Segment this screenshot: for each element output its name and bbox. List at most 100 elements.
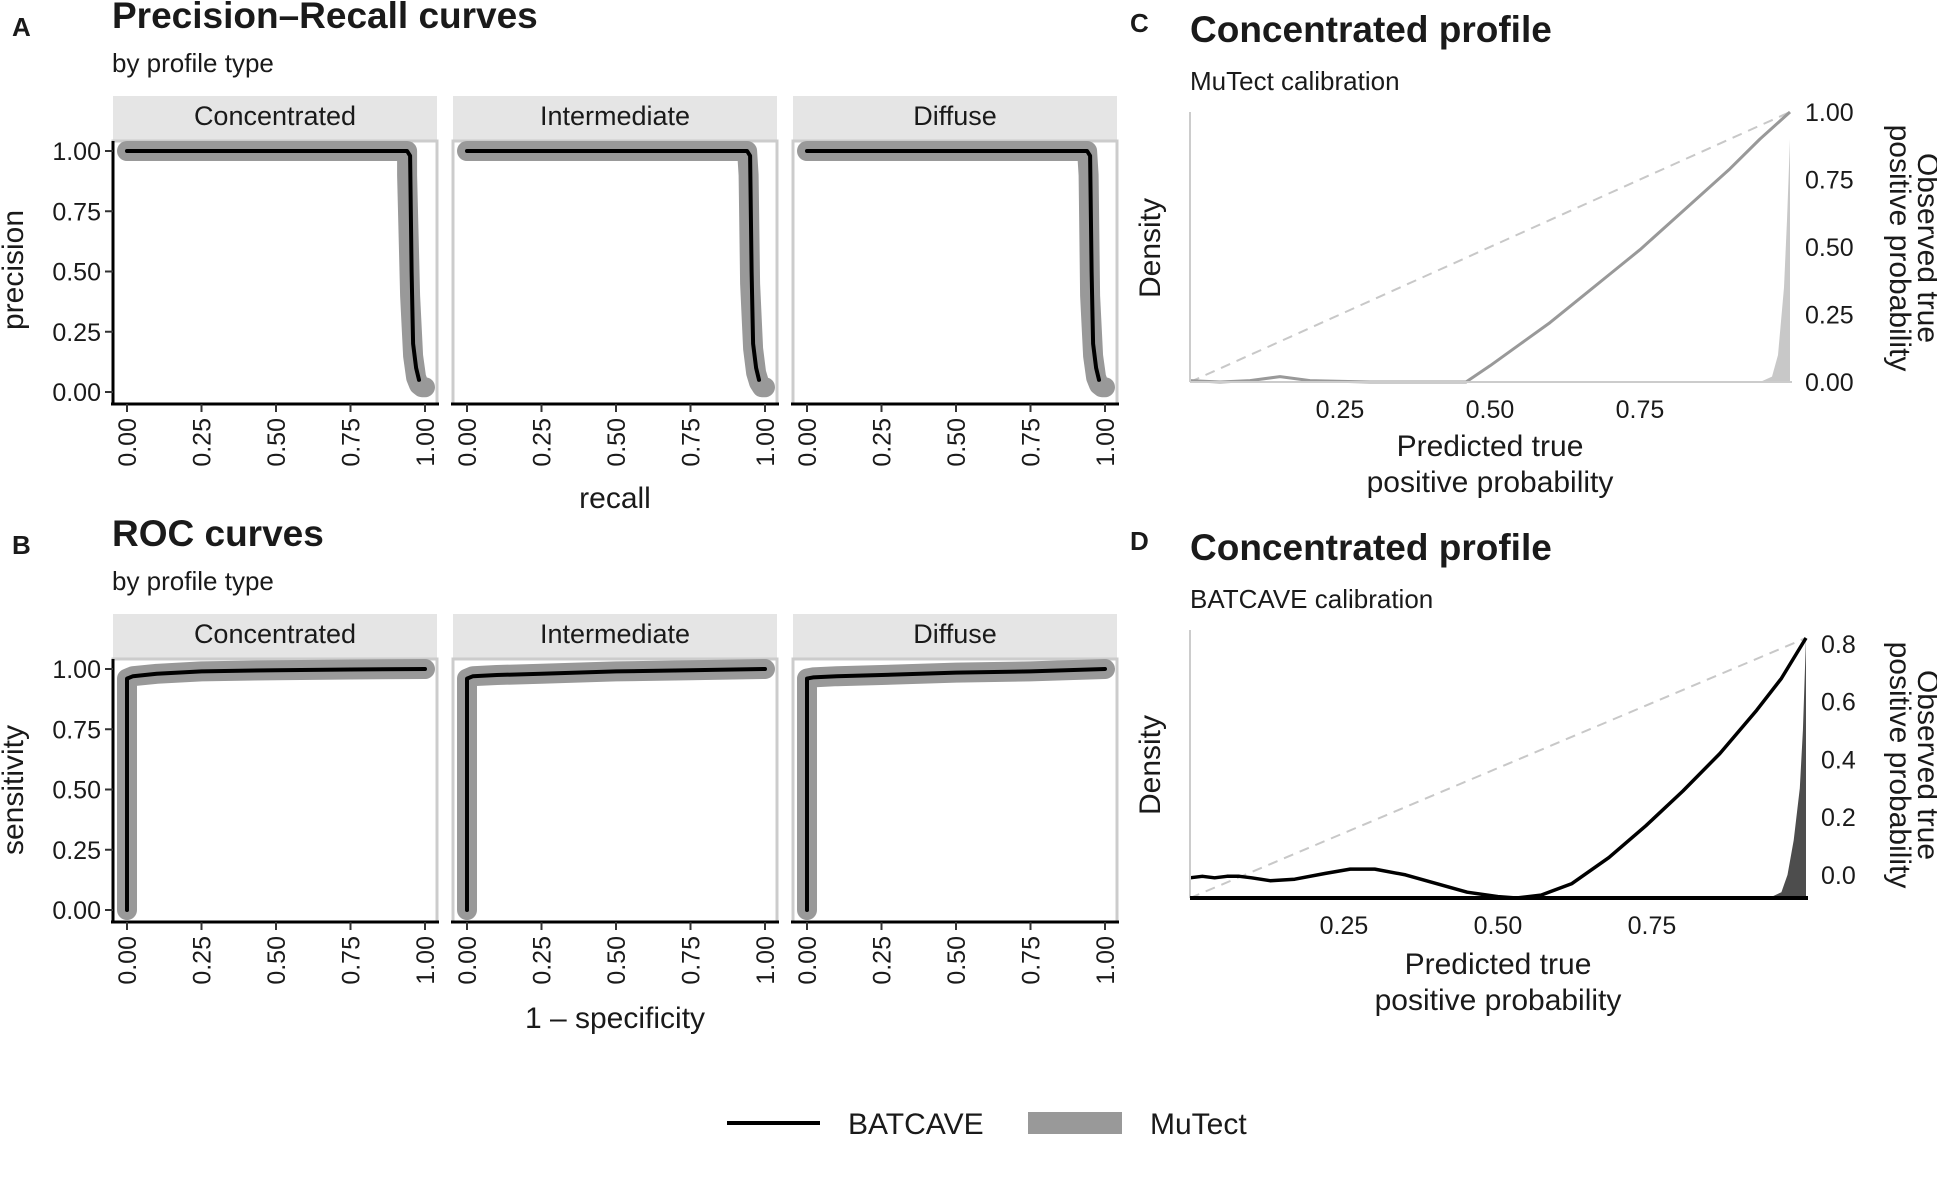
panel-a-y-tick-label: 1.00	[52, 138, 101, 166]
panel-b-y-tick-label: 0.50	[52, 777, 101, 805]
panel-b-series-batcave	[465, 667, 767, 912]
panel-a-x-tick-label: 0.00	[114, 418, 142, 467]
panel-b-facet-diffuse: Diffuse 0.00 0.25 0.50 0.75 1.00	[791, 614, 1120, 985]
panel-a-title: Precision–Recall curves	[112, 0, 538, 36]
panel-a-facet-strip-label: Concentrated	[194, 101, 356, 131]
panel-b-x-tick-label: 0.75	[338, 936, 366, 985]
panel-d-reference-line	[1189, 637, 1807, 899]
panel-a-facet-diffuse: Diffuse 0.00 0.25 0.50 0.75 1.00	[791, 96, 1120, 467]
panel-b-x-tick-label: 1.00	[412, 936, 440, 985]
panel-d-x-tick-label: 0.50	[1474, 912, 1523, 940]
panel-b-x-tick-label: 0.50	[603, 936, 631, 985]
panel-d-right-tick-label: 0.0	[1821, 862, 1856, 890]
panel-b-x-tick-label: 0.00	[454, 936, 482, 985]
panel-a-facet-frame	[451, 139, 779, 406]
panel-a-x-tick-label: 0.00	[454, 418, 482, 467]
panel-d-plot: 0.25 0.50 0.75 0.0 0.2 0.4 0.6 0.8	[1189, 630, 1856, 940]
panel-b-facet-frame	[791, 657, 1119, 924]
panel-b-facet-frame	[451, 657, 779, 924]
panel-a-y-tick-label: 0.00	[52, 379, 101, 407]
panel-b-x-tick-label: 0.50	[263, 936, 291, 985]
panel-a-y-tick-label: 0.25	[52, 319, 101, 347]
panel-a-x-tick-label: 0.00	[794, 418, 822, 467]
panel-a-facet-strip	[793, 96, 1117, 141]
panel-a-facet-concentrated: Concentrated 0.00 0.25 0.50 0.75 1.00 0.00 0.25…	[52, 96, 440, 467]
panel-b-facet-strip-label: Concentrated	[194, 619, 356, 649]
panel-a-y-tick-label: 0.50	[52, 259, 101, 287]
panel-c-x-tick-label: 0.75	[1616, 396, 1665, 424]
panel-b-x-tick-label: 0.75	[678, 936, 706, 985]
panel-c-right-tick-label: 0.00	[1805, 369, 1854, 397]
panel-d-title: Concentrated profile	[1190, 527, 1552, 568]
panel-a-x-tick-label: 0.25	[529, 418, 557, 467]
panel-letter-c: C	[1130, 8, 1149, 38]
panel-c-density-axis-title: Density	[1134, 198, 1167, 298]
panel-b-facet-strip-label: Intermediate	[540, 619, 690, 649]
panel-b-facet-concentrated: Concentrated 0.00 0.25 0.50 0.75 1.00 0.00 0.25…	[52, 614, 440, 985]
panel-letter-d: D	[1130, 526, 1149, 556]
panel-a-x-tick-label: 0.25	[869, 418, 897, 467]
panel-b-series-batcave	[805, 667, 1107, 912]
panel-d-x-axis-title: Predicted true positive probability	[1375, 948, 1622, 1017]
panel-a-facet-strip-label: Diffuse	[913, 101, 997, 131]
panel-a-facet-frame	[791, 139, 1119, 406]
legend: BATCAVE MuTect	[727, 1108, 1247, 1141]
panel-b-facet-intermediate: Intermediate 0.00 0.25 0.50 0.75 1.00	[451, 614, 780, 985]
panel-a: A Precision–Recall curves by profile typ…	[0, 0, 1120, 515]
panel-a-facet-strip	[113, 96, 437, 141]
panel-b-x-tick-label: 0.75	[1018, 936, 1046, 985]
panel-a-facet-intermediate: Intermediate 0.00 0.25 0.50 0.75 1.00	[451, 96, 780, 467]
panel-c-reference-line	[1189, 111, 1791, 383]
panel-a-x-tick-label: 0.75	[1018, 418, 1046, 467]
panel-b-x-tick-label: 0.25	[869, 936, 897, 985]
panel-b: B ROC curves by profile type Concentrate…	[0, 513, 1120, 1035]
panel-c-subtitle: MuTect calibration	[1190, 66, 1400, 96]
panel-b-facet-strip-label: Diffuse	[913, 619, 997, 649]
panel-c-right-axis-title: Observed truepositive probability	[1883, 125, 1937, 372]
panel-d-density-area	[1769, 638, 1806, 898]
panel-b-y-tick-label: 0.00	[52, 897, 101, 925]
panel-b-y-tick-label: 0.25	[52, 837, 101, 865]
panel-b-series-batcave	[125, 667, 427, 912]
panel-c-x-axis-title: Predicted true positive probability	[1367, 430, 1614, 499]
panel-b-y-tick-label: 0.75	[52, 716, 101, 744]
panel-a-x-tick-label: 0.75	[678, 418, 706, 467]
panel-c: C Concentrated profile MuTect calibratio…	[1130, 8, 1937, 499]
panel-c-right-tick-label: 0.75	[1805, 167, 1854, 195]
panel-d-x-tick-label: 0.75	[1628, 912, 1677, 940]
panel-c-right-tick-label: 1.00	[1805, 99, 1854, 127]
panel-a-x-tick-label: 0.75	[338, 418, 366, 467]
panel-a-x-tick-label: 1.00	[1092, 418, 1120, 467]
panel-c-title: Concentrated profile	[1190, 9, 1552, 50]
panel-a-x-tick-label: 0.50	[263, 418, 291, 467]
panel-c-x-tick-label: 0.25	[1316, 396, 1365, 424]
panel-b-x-tick-label: 0.25	[529, 936, 557, 985]
panel-b-facet-strip	[793, 614, 1117, 659]
panel-a-facet-frame	[111, 139, 439, 406]
panel-a-series-batcave	[465, 149, 761, 382]
panel-c-right-tick-label: 0.25	[1805, 302, 1854, 330]
panel-b-x-tick-label: 0.25	[189, 936, 217, 985]
panel-b-y-tick-label: 1.00	[52, 656, 101, 684]
panel-a-series-batcave	[805, 149, 1101, 382]
panel-b-x-tick-label: 1.00	[1092, 936, 1120, 985]
panel-a-facet-strip-label: Intermediate	[540, 101, 690, 131]
panel-d-right-tick-label: 0.4	[1821, 746, 1856, 774]
panel-letter-a: A	[12, 12, 31, 42]
panel-b-facet-strip	[453, 614, 777, 659]
panel-b-x-tick-label: 0.50	[943, 936, 971, 985]
legend-label-batcave: BATCAVE	[848, 1108, 984, 1141]
panel-b-x-axis-title: 1 – specificity	[525, 1002, 705, 1035]
panel-letter-b: B	[12, 530, 31, 560]
panel-a-x-tick-label: 0.50	[603, 418, 631, 467]
panel-a-plot: Concentrated 0.00 0.25 0.50 0.75 1.00 0.00 0.25…	[52, 96, 1120, 467]
panel-d-right-tick-label: 0.6	[1821, 689, 1856, 717]
panel-b-x-tick-label: 0.00	[114, 936, 142, 985]
panel-a-y-axis-title: precision	[0, 210, 30, 330]
panel-a-y-tick-label: 0.75	[52, 198, 101, 226]
panel-a-series-batcave	[125, 149, 421, 382]
panel-c-right-tick-label: 0.50	[1805, 234, 1854, 262]
panel-b-title: ROC curves	[112, 513, 324, 554]
panel-a-subtitle: by profile type	[112, 48, 274, 78]
